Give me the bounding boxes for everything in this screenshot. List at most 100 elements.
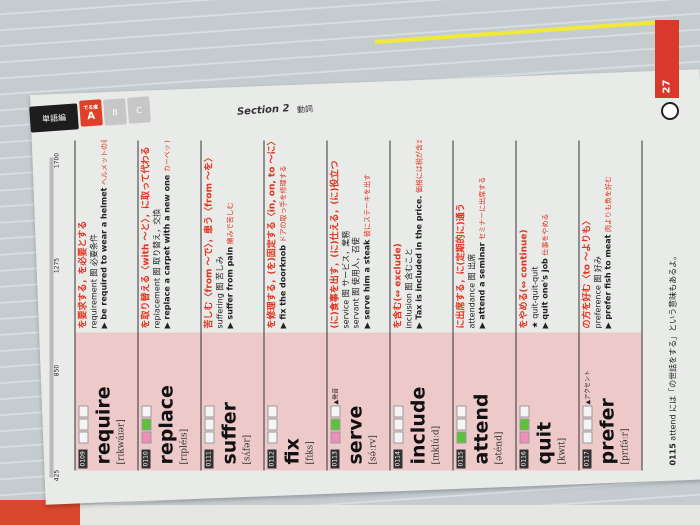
check-box[interactable] <box>519 405 530 418</box>
footnote-text: attend には「の世話をする」という意味もあるよ。 <box>668 251 678 441</box>
entry-body: を要求する，を必要とする requirement 图 必要条件 ▶ be req… <box>76 141 138 333</box>
tab-level-c[interactable]: C <box>127 96 151 124</box>
check-box[interactable] <box>78 418 89 431</box>
example: ▶ be required to wear a helmet <box>99 187 109 329</box>
derived-word: replacement 图 取り替え，交換 <box>152 208 161 329</box>
check-box[interactable] <box>519 418 530 431</box>
pronunciation: [fɪks] <box>305 441 316 465</box>
pronunciation: [kwɪt] <box>557 437 568 465</box>
headword: attend <box>470 393 493 465</box>
entry-body: を取り替える〈with ～と〉，に取って代わる replacement 图 取り… <box>139 141 201 333</box>
derived-word: ★ quit-quit-quit <box>530 266 539 329</box>
example: ▶ quit one's job <box>540 258 550 329</box>
page-number: 27 <box>661 79 673 94</box>
underlying-page <box>80 505 700 525</box>
example-translation: 価格には税が含まれている。 <box>415 140 424 194</box>
pronunciation: [sə́ːrv] <box>368 435 379 465</box>
check-box[interactable] <box>456 418 467 431</box>
check-boxes <box>141 405 152 444</box>
check-box[interactable] <box>141 431 152 444</box>
derived-word: attendance 图 出席 <box>467 253 476 329</box>
entry-number: 0112 <box>267 449 277 469</box>
check-box[interactable] <box>78 405 89 418</box>
check-box[interactable] <box>456 431 467 444</box>
check-box[interactable] <box>204 418 215 431</box>
progress-tick: 1275 <box>53 257 61 274</box>
entry-body: に出席する，に(定期的に)通う attendance 图 出席 ▶ attend… <box>454 141 516 333</box>
check-boxes <box>456 405 467 444</box>
vocab-entry: 0115 attend [əténd] に出席する，に(定期的に)通う atte… <box>452 140 516 471</box>
check-box[interactable] <box>393 405 404 418</box>
check-box[interactable] <box>330 405 341 418</box>
entry-head: 0112 fix [fɪks] <box>264 332 327 471</box>
check-box[interactable] <box>141 418 152 431</box>
meaning: (に)食事を出す，(に)仕える，(に)役立つ <box>330 160 341 329</box>
tab-level-b[interactable]: B <box>103 98 127 126</box>
example: ▶ suffer from pain <box>225 246 235 329</box>
vocab-entry: 0110 replace [rɪpléɪs] を取り替える〈with ～と〉，に… <box>137 140 201 471</box>
entry-body: を含む(⇔ exclude) inclusion 图 含むこと ▶ Tax is… <box>391 141 453 333</box>
vocab-entry: 0109 require [rɪkwáɪər] を要求する，を必要とする req… <box>74 140 138 471</box>
check-boxes <box>267 405 278 444</box>
check-boxes <box>78 405 89 444</box>
headword: prefer <box>596 398 619 465</box>
check-box[interactable] <box>393 418 404 431</box>
entry-head: 0115 attend [əténd] <box>453 332 516 471</box>
part-of-speech: 動詞 <box>296 104 314 115</box>
check-box[interactable] <box>393 431 404 444</box>
vocab-entry: 0111 suffer [sʌ́fər] 苦しむ〈from ～で〉，患う〈fro… <box>200 140 264 471</box>
check-box[interactable] <box>330 418 341 431</box>
mascot-icon <box>661 102 679 120</box>
derived-word: suffering 图 苦しみ <box>215 256 224 329</box>
check-box[interactable] <box>582 431 593 444</box>
check-box[interactable] <box>78 431 89 444</box>
example: ▶ prefer fish to meat <box>603 234 613 329</box>
example-translation: ヘルメットの着用が求められる <box>101 141 109 185</box>
check-box[interactable] <box>204 431 215 444</box>
entry-head: 0109 require [rɪkwáɪər] <box>75 332 138 471</box>
check-box[interactable] <box>267 405 278 418</box>
entry-head: 0111 suffer [sʌ́fər] <box>201 332 264 471</box>
check-box[interactable] <box>582 418 593 431</box>
entry-body: の方を好む〈to ～よりも〉 preference 图 好み ▶ prefer … <box>580 141 642 333</box>
pronunciation: [ɪnklúːd] <box>431 425 442 465</box>
check-box[interactable] <box>330 431 341 444</box>
pronunciation: [rɪkwáɪər] <box>116 419 127 465</box>
entry-note: ▲アクセント <box>584 370 592 405</box>
headword: require <box>92 386 115 465</box>
example-translation: カーペットを新しいものと取り替える <box>164 141 172 173</box>
check-box[interactable] <box>582 405 593 418</box>
tab-words[interactable]: 単語編 <box>29 103 79 133</box>
headword: include <box>407 386 430 465</box>
check-boxes <box>582 405 593 444</box>
meaning: を含む(⇔ exclude) <box>393 243 404 329</box>
headword: serve <box>344 405 367 465</box>
derived-word: service 图 サービス，業務 <box>341 230 350 329</box>
entry-body: 苦しむ〈from ～で〉，患う〈from ～を〉 suffering 图 苦しみ… <box>202 141 264 333</box>
level-a-label: A <box>86 110 96 123</box>
progress-scale <box>49 157 54 478</box>
progress-tick: 1700 <box>53 152 61 169</box>
check-box[interactable] <box>267 431 278 444</box>
pronunciation: [əténd] <box>494 431 505 465</box>
vocab-entry: 0114 include [ɪnklúːd] を含む(⇔ exclude) in… <box>389 140 453 471</box>
check-box[interactable] <box>204 405 215 418</box>
entry-body: を修理する，(を)固定する〈in, on, to ～に〉 ▶ fix the d… <box>265 141 327 333</box>
check-box[interactable] <box>267 418 278 431</box>
entry-body: をやめる(⇔ continue) ★ quit-quit-quit ▶ quit… <box>517 141 579 333</box>
check-box[interactable] <box>141 405 152 418</box>
example-translation: 痛みで苦しむ <box>226 202 235 245</box>
vocab-entry: 0116 quit [kwɪt] をやめる(⇔ continue) ★ quit… <box>515 140 579 471</box>
check-boxes <box>519 405 530 444</box>
check-box[interactable] <box>519 431 530 444</box>
entry-number: 0111 <box>204 449 214 469</box>
entry-number: 0113 <box>330 449 340 469</box>
tab-level-a[interactable]: でる度 A <box>79 99 103 127</box>
example: ▶ Tax is included in the price. <box>414 195 424 329</box>
entry-number: 0115 <box>456 449 466 469</box>
entry-number: 0116 <box>519 449 529 469</box>
example-translation: 仕事をやめる <box>541 213 550 256</box>
example-translation: 肉よりも魚を好む <box>604 176 613 233</box>
meaning: に出席する，に(定期的に)通う <box>456 203 467 329</box>
check-box[interactable] <box>456 405 467 418</box>
